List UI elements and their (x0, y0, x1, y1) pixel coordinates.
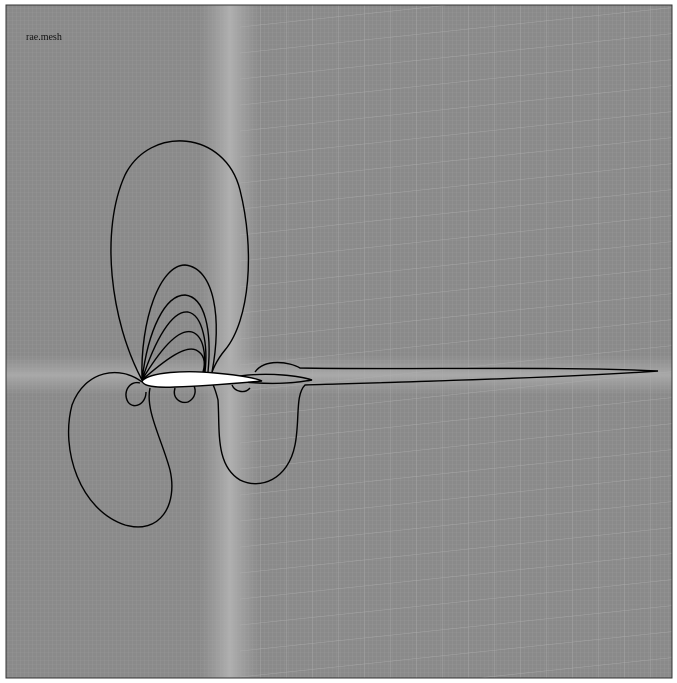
contour (141, 348, 205, 381)
mesh-band (200, 5, 260, 678)
contour (141, 294, 210, 381)
contour (141, 330, 206, 381)
contour (209, 361, 659, 485)
contour (125, 381, 147, 407)
contour (110, 140, 250, 381)
coarse-mesh (240, 5, 672, 678)
mesh-label: rae.mesh (26, 32, 62, 43)
contour (173, 385, 196, 404)
airfoil (141, 371, 263, 388)
contour (231, 384, 251, 393)
wake-band (6, 355, 672, 395)
contour (68, 371, 173, 528)
contour (239, 373, 313, 385)
contour (141, 311, 207, 381)
contours (68, 140, 659, 528)
contour (141, 264, 217, 381)
frame (5, 4, 673, 679)
